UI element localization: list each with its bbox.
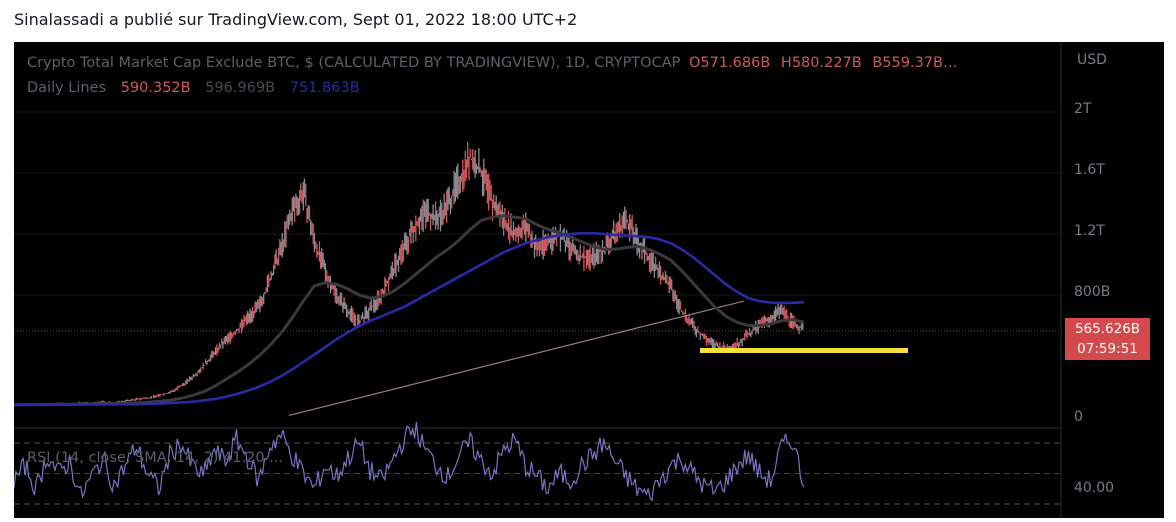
- support-line: [700, 348, 908, 353]
- trendline: [288, 300, 745, 417]
- ma-long-line: [14, 231, 805, 407]
- indicator-value-1: 590.352B: [120, 80, 191, 96]
- currency-label: USD: [1077, 52, 1107, 68]
- bar-countdown: 07:59:51: [1077, 341, 1138, 357]
- publisher-text: Sinalassadi a publié sur TradingView.com…: [14, 10, 578, 29]
- rsi-legend[interactable]: RSI (14, close, SMA, 14, 2) 41.20 ...: [27, 450, 284, 466]
- y-tick-0: 0: [1074, 409, 1083, 425]
- y-tick-1.6T: 1.6T: [1074, 162, 1105, 178]
- y-tick-800B: 800B: [1074, 284, 1111, 300]
- y-tick-1.2T: 1.2T: [1074, 223, 1105, 239]
- rsi-line: [14, 422, 805, 502]
- legend-low: B559.37B…: [872, 55, 958, 71]
- rsi-tick-40: 40.00: [1074, 480, 1115, 496]
- price-chart[interactable]: [14, 42, 1164, 518]
- last-price-badge: 565.626B 07:59:51: [1065, 318, 1150, 360]
- chart-frame[interactable]: Crypto Total Market Cap Exclude BTC, $ (…: [14, 42, 1164, 518]
- indicator-value-2: 596.969B: [205, 80, 276, 96]
- indicator-name: Daily Lines: [27, 80, 107, 96]
- ma-short-line: [14, 214, 805, 407]
- legend-open: O571.686B: [688, 55, 771, 71]
- indicator-legend[interactable]: Daily Lines 590.352B 596.969B 751.863B: [27, 80, 360, 96]
- publisher-header: Sinalassadi a publié sur TradingView.com…: [0, 0, 1176, 42]
- indicator-value-3: 751.863B: [289, 80, 360, 96]
- chart-legend: Crypto Total Market Cap Exclude BTC, $ (…: [27, 55, 957, 71]
- legend-high: H580.227B: [780, 55, 862, 71]
- legend-title: Crypto Total Market Cap Exclude BTC, $ (…: [27, 55, 681, 71]
- y-tick-2T: 2T: [1074, 101, 1092, 117]
- last-price: 565.626B: [1074, 321, 1141, 337]
